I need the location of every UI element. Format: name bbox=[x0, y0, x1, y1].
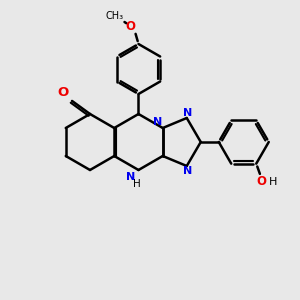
Text: N: N bbox=[183, 108, 192, 118]
Text: H: H bbox=[269, 177, 278, 187]
Text: O: O bbox=[57, 86, 69, 100]
Text: N: N bbox=[126, 172, 135, 182]
Text: CH₃: CH₃ bbox=[105, 11, 124, 21]
Text: H: H bbox=[133, 179, 140, 189]
Text: O: O bbox=[125, 20, 136, 32]
Text: N: N bbox=[183, 166, 192, 176]
Text: N: N bbox=[153, 117, 162, 127]
Text: O: O bbox=[256, 175, 266, 188]
